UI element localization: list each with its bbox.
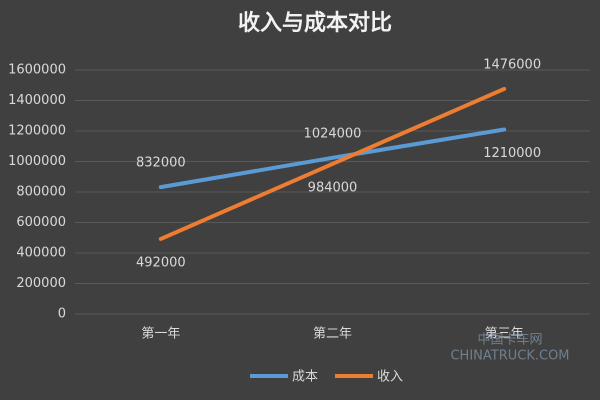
x-tick-label: 第一年 [141,327,180,342]
y-tick-label: 1400000 [8,93,66,108]
data-label: 1476000 [483,57,541,72]
y-tick-label: 600000 [16,215,66,230]
line [158,127,507,190]
y-tick-label: 400000 [16,246,66,261]
line [158,86,507,241]
y-tick-label: 800000 [16,185,66,200]
watermark: CHINATRUCK.COM [450,349,569,364]
data-label: 1024000 [304,126,362,141]
y-tick-label: 1200000 [8,124,66,139]
legend-label: 收入 [377,370,403,385]
y-tick-label: 1000000 [8,154,66,169]
watermark: 中国卡车网 [477,332,542,348]
chart-title: 收入与成本对比 [238,10,392,36]
x-tick-label: 第二年 [313,327,352,342]
y-tick-label: 0 [58,307,66,322]
x-tick-label: 第三年 [485,327,524,342]
data-label: 832000 [136,156,186,171]
y-tick-label: 1600000 [8,63,66,78]
data-label: 492000 [136,255,186,270]
y-tick-label: 200000 [16,276,66,291]
data-label: 984000 [308,180,358,195]
data-label: 1210000 [483,146,541,161]
legend-label: 成本 [292,370,318,385]
